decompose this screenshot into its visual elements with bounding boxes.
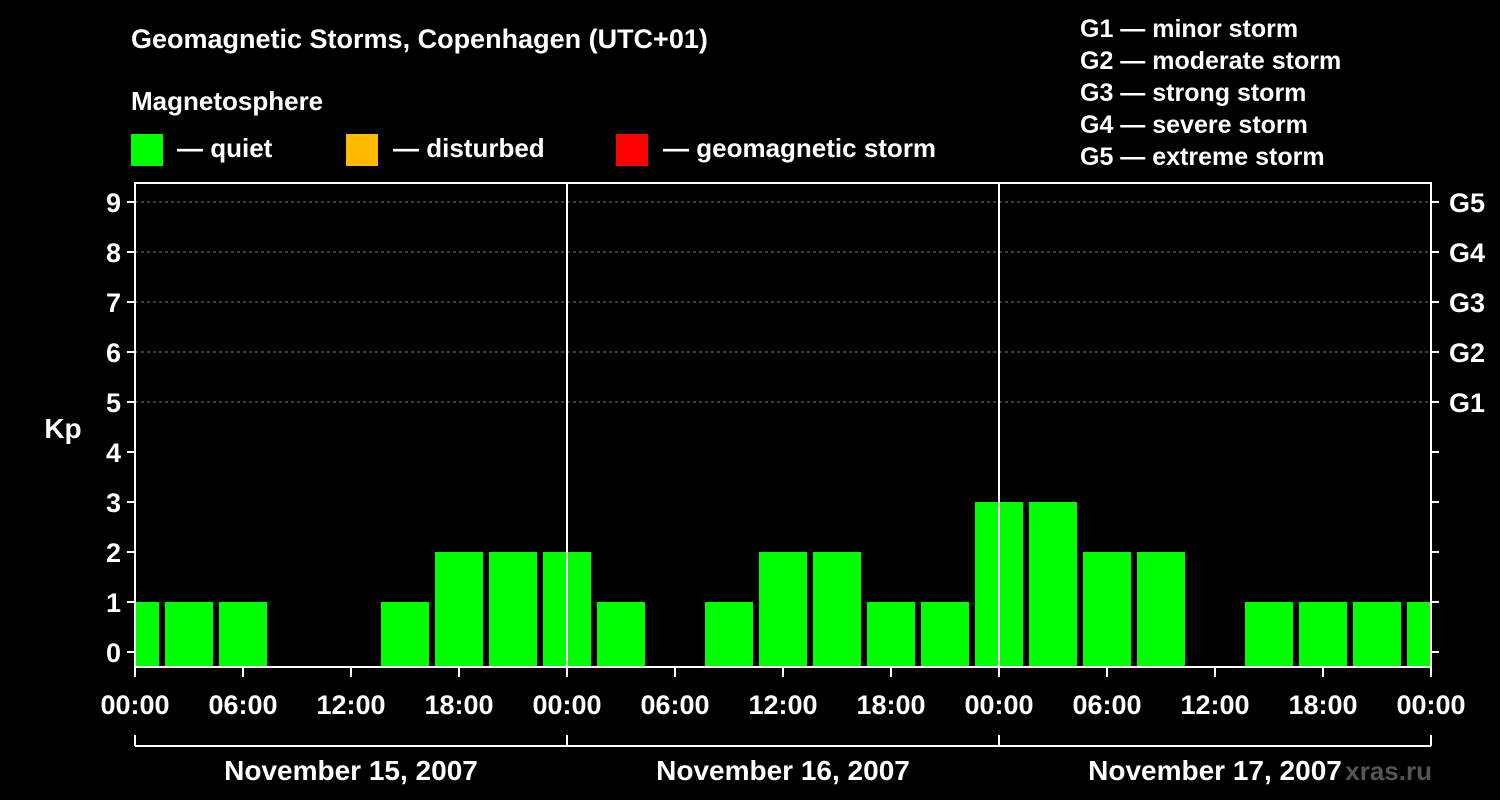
x-tick-label-1: 06:00 [208,690,277,720]
bar-7 [489,552,537,667]
storm-scale-g5: G5 — extreme storm [1080,143,1325,171]
watermark: xras.ru [1345,756,1432,786]
bar-24 [1407,602,1431,667]
bar-19 [1137,552,1185,667]
y-tick-label-4: 4 [106,438,121,468]
right-tick-label-g3: G3 [1449,288,1485,318]
x-tick-label-10: 12:00 [1180,690,1249,720]
right-tick-label-g2: G2 [1449,338,1485,368]
axis-ticks: 0 1 2 3 4 5 6 7 8 9 G1 G2 G3 G4 G5 00:00 06:00 12:00 18:00… [100,188,1485,786]
x-tick-label-2: 12:00 [316,690,385,720]
storm-scale-g3: G3 — strong storm [1080,79,1306,107]
right-tick-label-g4: G4 [1449,238,1485,268]
bar-13 [813,552,861,667]
x-tick-label-12: 00:00 [1396,690,1465,720]
x-tick-label-8: 00:00 [964,690,1033,720]
x-tick-label-3: 18:00 [424,690,493,720]
legend-storm-swatch [616,134,648,166]
x-tick-label-7: 18:00 [856,690,925,720]
y-tick-label-0: 0 [106,638,121,668]
bar-1 [165,602,213,667]
storm-scale-g2: G2 — moderate storm [1080,47,1341,75]
storm-scale-g4: G4 — severe storm [1080,111,1308,139]
bar-12 [759,552,807,667]
x-tick-label-0: 00:00 [100,690,169,720]
right-tick-label-g1: G1 [1449,388,1485,418]
bar-14 [867,602,915,667]
gridlines [135,201,1431,403]
storm-scale-g1: G1 — minor storm [1080,15,1298,43]
y-tick-label-2: 2 [106,538,121,568]
x-tick-label-9: 06:00 [1072,690,1141,720]
y-tick-label-8: 8 [106,238,121,268]
legend-disturbed-swatch [346,134,378,166]
bar-22 [1299,602,1347,667]
y-tick-label-5: 5 [106,388,121,418]
legend-storm-label: — geomagnetic storm [663,133,936,163]
bars [135,502,1431,667]
bar-2 [219,602,267,667]
y-axis-label: Kp [44,413,81,444]
chart-title: Geomagnetic Storms, Copenhagen (UTC+01) [131,24,708,54]
y-tick-label-7: 7 [106,288,121,318]
bar-21 [1245,602,1293,667]
bar-5 [381,602,429,667]
x-tick-label-6: 12:00 [748,690,817,720]
x-tick-label-5: 06:00 [640,690,709,720]
right-tick-label-g5: G5 [1449,188,1485,218]
day-label-1: November 16, 2007 [656,755,910,786]
legend-quiet-label: — quiet [177,133,273,163]
bar-18 [1083,552,1131,667]
y-tick-label-6: 6 [106,338,121,368]
bar-17 [1029,502,1077,667]
bar-6 [435,552,483,667]
legend-quiet-swatch [131,134,163,166]
x-tick-label-4: 00:00 [532,690,601,720]
bar-15 [921,602,969,667]
bar-23 [1353,602,1401,667]
y-tick-label-3: 3 [106,488,121,518]
legend-heading: Magnetosphere [131,86,323,116]
bar-0 [135,602,159,667]
day-label-2: November 17, 2007 [1088,755,1342,786]
bar-9 [597,602,645,667]
y-tick-label-9: 9 [106,188,121,218]
day-label-0: November 15, 2007 [224,755,478,786]
legend-disturbed-label: — disturbed [393,133,545,163]
x-tick-label-11: 18:00 [1288,690,1357,720]
y-tick-label-1: 1 [106,588,121,618]
bar-11 [705,602,753,667]
